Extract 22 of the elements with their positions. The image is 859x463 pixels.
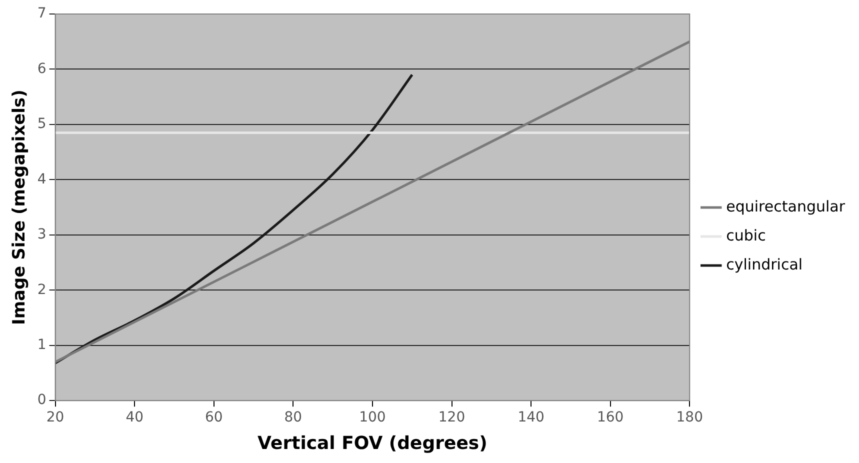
legend-label: cylindrical <box>726 255 803 274</box>
legend-label: equirectangular <box>726 197 846 216</box>
x-axis-title: Vertical FOV (degrees) <box>258 432 488 454</box>
x-tick-label: 20 <box>46 410 64 426</box>
y-tick-label: 1 <box>37 337 46 354</box>
y-tick-label: 5 <box>37 116 46 132</box>
x-tick-label: 100 <box>359 410 386 426</box>
legend-label: cubic <box>726 226 766 244</box>
x-tick-label: 140 <box>518 410 544 426</box>
y-tick-label: 3 <box>37 226 46 243</box>
y-tick-label: 0 <box>37 392 46 408</box>
x-tick-label: 180 <box>676 410 703 426</box>
y-tick-label: 2 <box>37 282 46 298</box>
x-tick-label: 120 <box>438 410 466 426</box>
x-tick-label: 60 <box>204 410 223 426</box>
x-tick-label: 40 <box>126 410 144 426</box>
x-tick-label: 80 <box>284 410 302 426</box>
y-tick-label: 6 <box>37 60 46 77</box>
x-tick-label: 160 <box>596 410 624 426</box>
y-tick-label: 4 <box>37 171 46 188</box>
y-tick-label: 7 <box>37 6 46 22</box>
y-axis-title: Image Size (megapixels) <box>10 90 30 326</box>
